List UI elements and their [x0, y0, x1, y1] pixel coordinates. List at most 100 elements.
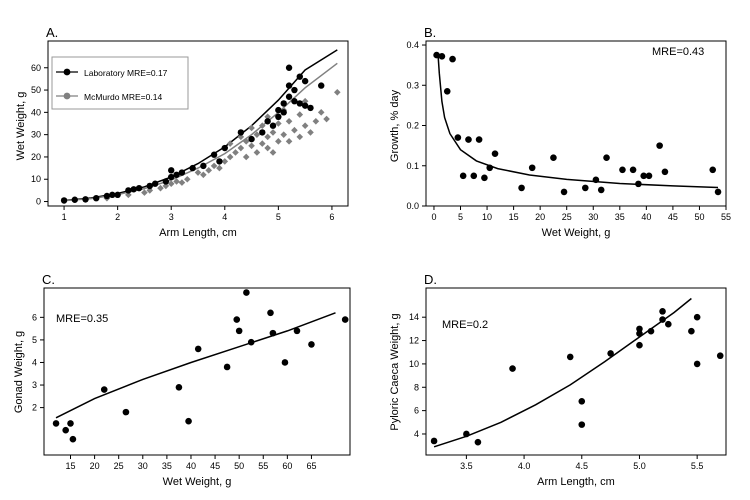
panel-c-frame — [43, 287, 351, 456]
panel-a-y-axis-label: Wet Weight, g — [15, 92, 27, 161]
panel-c-x-axis-label: Wet Weight, g — [163, 476, 232, 488]
panel-b-point — [470, 172, 478, 180]
panel-b-fit-line — [437, 57, 719, 189]
panel-d-point — [693, 313, 701, 321]
panel-a-x-tick-label: 2 — [115, 212, 120, 222]
panel-a-point-laboratory — [114, 191, 121, 199]
panel-a-point-mcmurdo — [226, 140, 234, 147]
legend-marker-mcmurdo — [63, 92, 71, 100]
panel-c-point — [308, 341, 315, 348]
panel-c-y-tick-label: 6 — [32, 312, 37, 322]
panel-a-point-mcmurdo — [183, 175, 191, 183]
panel-b-point — [443, 88, 451, 95]
panel-d-annotation: MRE=0.2 — [442, 319, 488, 331]
panel-a-point-mcmurdo — [258, 140, 266, 147]
panel-b-x-tick-label: 40 — [641, 212, 651, 222]
panel-c-point — [62, 426, 69, 434]
panel-a-point-laboratory — [130, 186, 137, 193]
panel-b-y-tick-label: 0.2 — [406, 121, 419, 131]
panel-c-point — [175, 383, 183, 391]
panel-a-y-tick-label: 60 — [31, 63, 41, 73]
panel-b-y-tick-label: 0.0 — [406, 201, 419, 211]
panel-a-x-axis-label: Arm Length, cm — [159, 227, 237, 239]
panel-a-point-mcmurdo — [258, 122, 266, 130]
panel-a-x-tick-label: 1 — [62, 212, 67, 222]
panel-a-point-laboratory — [60, 197, 68, 204]
panel-a-point-laboratory — [162, 178, 170, 185]
panel-b-x-tick-label: 5 — [458, 212, 463, 222]
panel-b-point — [619, 166, 626, 174]
panel-a-point-mcmurdo — [141, 189, 148, 196]
panel-a-point-mcmurdo — [248, 124, 255, 132]
panel-b-point — [645, 172, 653, 180]
panel-a-point-laboratory — [285, 82, 293, 89]
panel-a-point-mcmurdo — [296, 111, 304, 118]
panel-b-x-tick-label: 0 — [431, 212, 436, 222]
panel-d-point — [688, 327, 695, 335]
panel-b-frame — [425, 40, 727, 207]
panel-a-x-tick-label: 4 — [222, 212, 227, 222]
panel-d-point — [509, 365, 516, 372]
panel-a-point-mcmurdo — [178, 179, 186, 186]
panel-a-x-tick-label: 6 — [329, 212, 334, 222]
panel-a-point-mcmurdo — [285, 117, 293, 125]
panel-c-x-tick-label: 60 — [282, 461, 292, 471]
panel-b-point — [486, 164, 494, 172]
panel-c-point — [235, 327, 243, 335]
panel-d-point — [607, 350, 614, 357]
panel-a-point-mcmurdo — [253, 131, 261, 138]
panel-a-point-mcmurdo — [253, 149, 261, 156]
panel-b-point — [475, 136, 483, 143]
panel-b-point — [550, 154, 557, 162]
panel-b-point — [459, 172, 467, 180]
panel-a-points — [60, 64, 341, 205]
panel-a-point-mcmurdo — [317, 109, 325, 116]
panel-c-point — [185, 417, 192, 425]
panel-d-y-tick-label: 8 — [414, 382, 419, 392]
panel-a-point-mcmurdo — [226, 153, 234, 161]
panel-a-point-laboratory — [82, 196, 89, 203]
panel-d-y-tick-label: 14 — [409, 312, 419, 322]
panel-b-x-tick-label: 35 — [615, 212, 625, 222]
panel-b-annotation: MRE=0.43 — [652, 46, 704, 58]
panel-a-point-mcmurdo — [125, 191, 132, 199]
panel-a-point-mcmurdo — [264, 144, 271, 152]
panel-a-point-mcmurdo — [323, 115, 330, 123]
panel-a-x-ticks: 1 2 3 4 5 6 — [62, 206, 334, 222]
panel-d-y-tick-label: 6 — [414, 406, 419, 416]
panel-a-point-laboratory — [318, 82, 325, 89]
panel-a-point-laboratory — [146, 182, 153, 190]
panel-a-point-mcmurdo — [216, 164, 223, 172]
panel-d-y-tick-label: 10 — [409, 359, 419, 369]
panel-a-y-tick-label: 30 — [31, 130, 41, 140]
panel-c-x-tick-label: 65 — [306, 461, 316, 471]
panel-d-x-ticks: 3.5 4.0 4.5 5.0 5.5 — [460, 455, 703, 471]
panel-a-point-laboratory — [125, 187, 132, 194]
panel-c-point — [223, 363, 231, 371]
panel-b-label: B. — [424, 25, 436, 40]
panel-a-point-laboratory — [71, 196, 78, 203]
panel-a-point-mcmurdo — [146, 187, 154, 194]
panel-a-point-laboratory — [264, 118, 271, 125]
panel-a-point-laboratory — [291, 86, 298, 94]
panel-b-point — [581, 184, 589, 192]
panel-c-x-tick-label: 25 — [114, 461, 124, 471]
panel-c-label: C. — [42, 272, 55, 287]
panel-b-x-tick-label: 50 — [694, 212, 704, 222]
panel-c-x-tick-label: 50 — [234, 461, 244, 471]
panel-b-x-axis-label: Wet Weight, g — [542, 227, 611, 239]
panel-d-y-tick-label: 4 — [414, 429, 419, 439]
panel-a-point-mcmurdo — [296, 133, 304, 141]
panel-c-y-tick-label: 2 — [32, 403, 37, 413]
panel-a-y-tick-label: 40 — [31, 107, 41, 117]
panel-a-point-laboratory — [280, 109, 287, 116]
panel-a-point-mcmurdo — [333, 88, 341, 96]
panel-a-y-tick-label: 50 — [31, 85, 41, 95]
panel-a: A. 1 2 3 4 5 6 0 10 20 30 40 50 60 Arm Length, cm W… — [15, 25, 349, 239]
panel-a-point-laboratory — [93, 194, 100, 202]
panel-a-point-mcmurdo — [275, 138, 282, 145]
panel-a-point-laboratory — [173, 171, 180, 178]
panel-b-point — [481, 174, 488, 182]
panel-d-point — [430, 437, 438, 445]
panel-a-point-mcmurdo — [232, 149, 239, 156]
